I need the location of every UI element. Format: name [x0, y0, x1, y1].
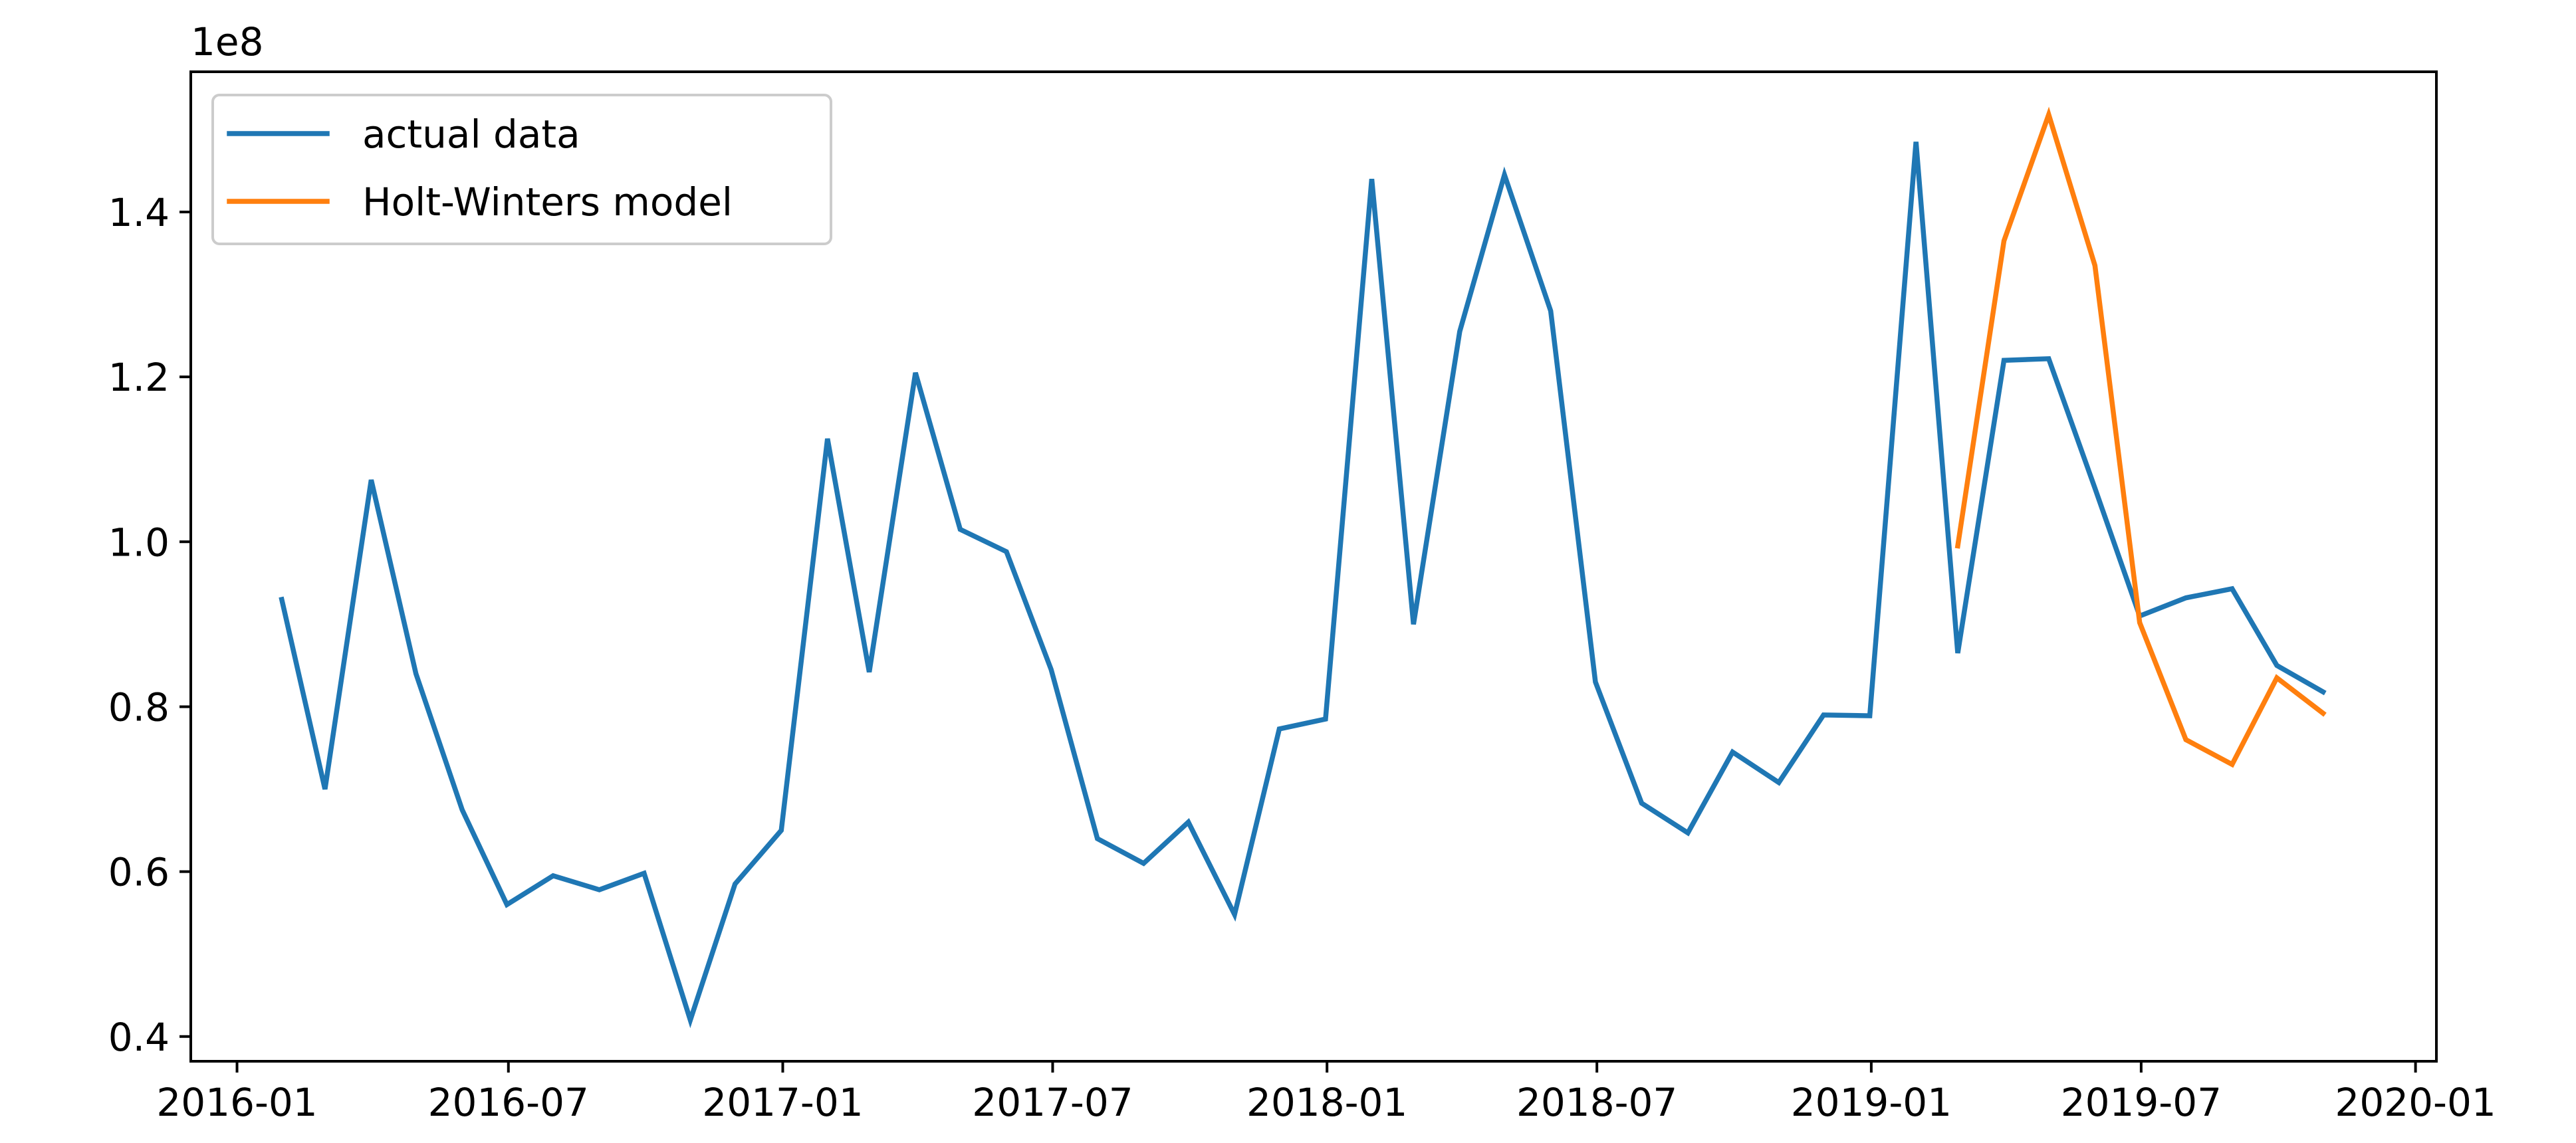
plot-frame	[189, 70, 2438, 1063]
y-tick-label: 1.0	[108, 520, 170, 565]
x-tick-label: 2020-01	[2335, 1080, 2496, 1125]
legend-label-model: Holt-Winters model	[362, 179, 733, 225]
x-tick-label: 2016-07	[428, 1080, 589, 1125]
x-tick-label: 2016-01	[156, 1080, 317, 1125]
legend-box	[211, 94, 832, 245]
series-line-actual	[279, 142, 2327, 1029]
x-tick-label: 2018-07	[1516, 1080, 1677, 1125]
y-tick-label: 0.4	[108, 1015, 170, 1060]
x-tick-label: 2017-01	[702, 1080, 863, 1125]
x-tick-label: 2018-01	[1246, 1080, 1407, 1125]
x-tick-label: 2019-01	[1791, 1080, 1952, 1125]
y-offset-label: 1e8	[191, 19, 264, 64]
y-tick-label: 1.2	[108, 355, 170, 400]
y-tick-label: 1.4	[108, 190, 170, 235]
y-tick-label: 0.6	[108, 850, 170, 895]
x-tick-label: 2019-07	[2061, 1080, 2222, 1125]
legend-label-actual: actual data	[362, 112, 580, 157]
y-tick-label: 0.8	[108, 684, 170, 730]
series-line-model	[1954, 106, 2327, 768]
x-tick-label: 2017-07	[972, 1080, 1133, 1125]
